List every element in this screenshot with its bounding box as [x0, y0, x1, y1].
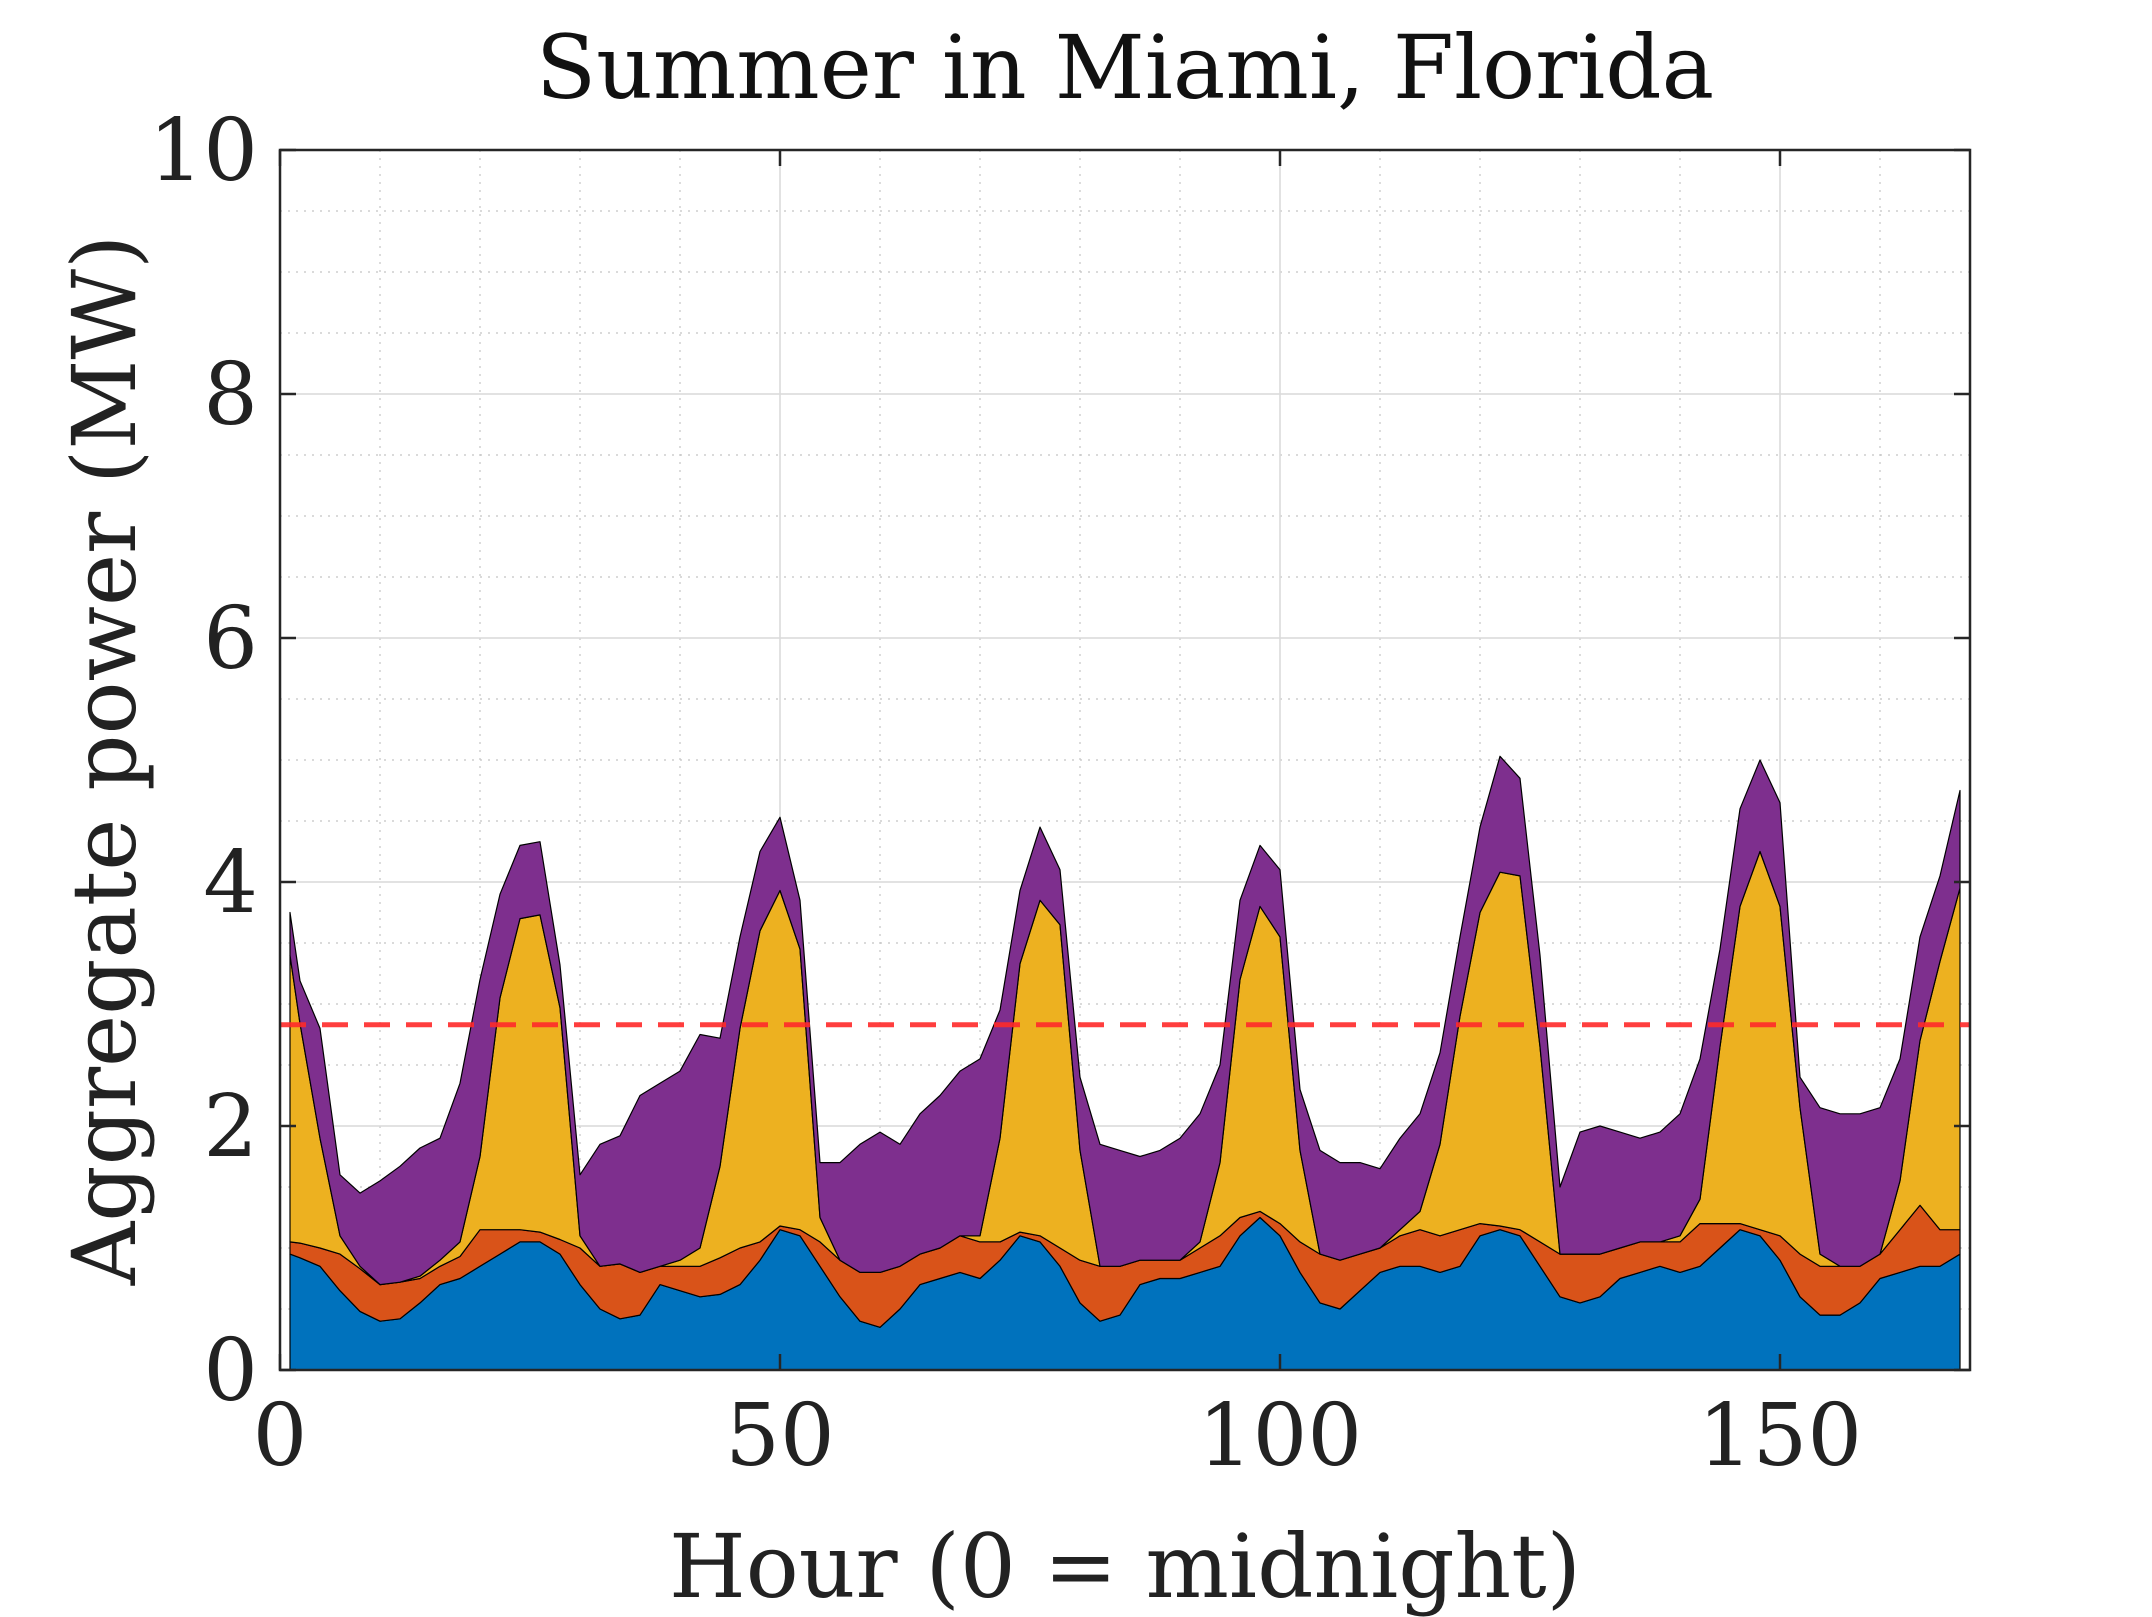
- x-tick-label: 100: [1198, 1386, 1362, 1486]
- y-tick-label: 0: [203, 1321, 258, 1421]
- y-tick-label: 4: [203, 833, 258, 933]
- ticks: [278, 148, 1970, 1372]
- y-tick-labels: 0 2 4 6 8 10: [149, 101, 258, 1421]
- axes-box: [278, 148, 1972, 1372]
- y-axis-label: Aggregate power (MW): [53, 235, 156, 1287]
- area-series-4: [289, 755, 1961, 1286]
- stacked-areas: [289, 755, 1961, 1371]
- chart-title: Summer in Miami, Florida: [536, 16, 1714, 119]
- y-tick-label: 8: [203, 345, 258, 445]
- y-tick-label: 6: [203, 589, 258, 689]
- x-tick-label: 150: [1698, 1386, 1862, 1486]
- x-axis-label: Hour (0 = midnight): [669, 1515, 1581, 1617]
- x-tick-label: 50: [725, 1386, 834, 1486]
- y-tick-label: 10: [149, 101, 258, 201]
- x-tick-labels: 0 50 100 150: [253, 1386, 1862, 1486]
- x-tick-label: 0: [253, 1386, 308, 1486]
- y-tick-label: 2: [203, 1077, 258, 1177]
